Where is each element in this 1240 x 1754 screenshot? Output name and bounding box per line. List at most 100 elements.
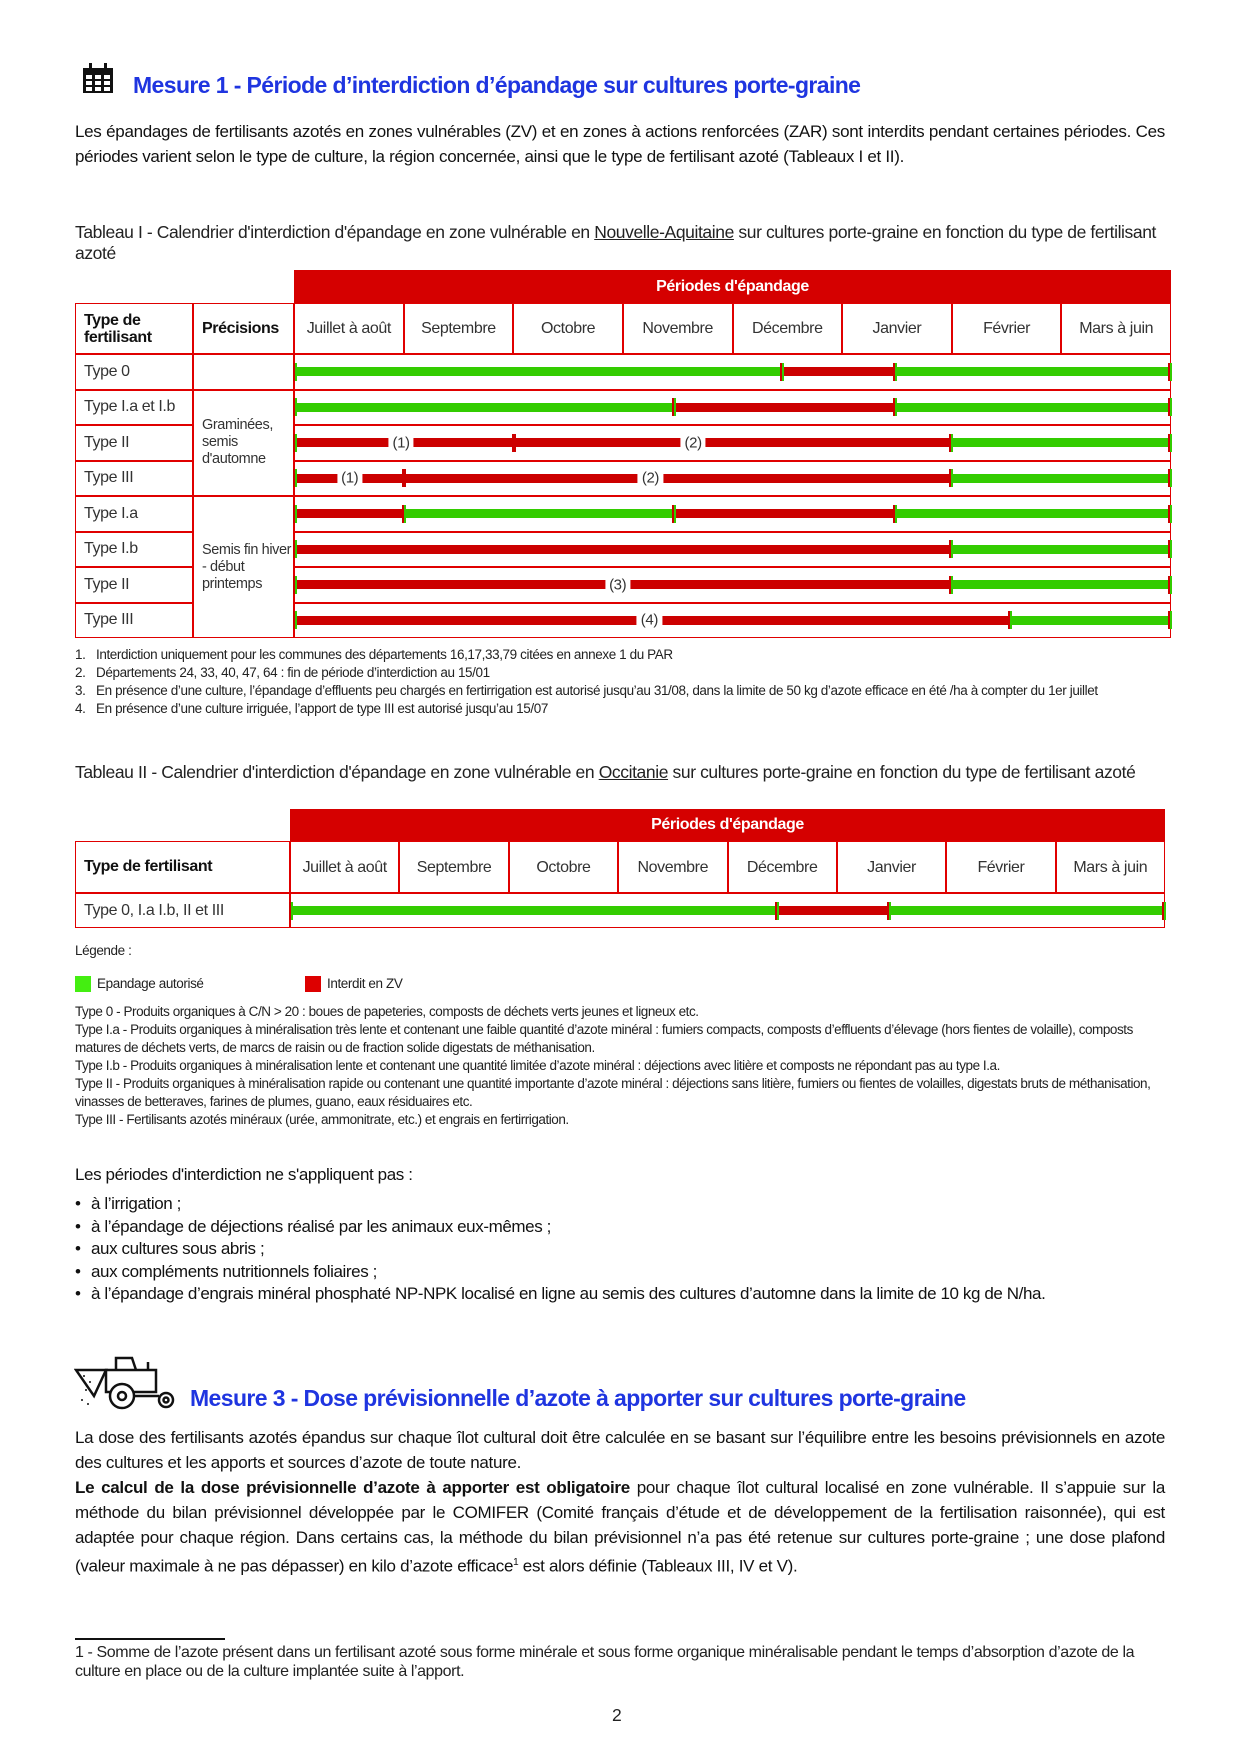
mesure3-paragraph-1: La dose des fertilisants azotés épandus … [75,1428,1165,1472]
legend-forbidden: Interdit en ZV [305,975,403,993]
segment-boundary-tick [1007,611,1012,630]
footnote-number: 4. [75,701,86,716]
authorized-segment [894,402,1170,412]
segment-boundary-tick [672,504,677,523]
segment-boundary-tick [293,469,297,488]
footnote-item: 4. En présence d’une culture irriguée, l’… [75,700,1165,718]
paragraph-text: pour chaque îlot cultural localisé en zo… [75,1478,1165,1576]
legend-label: Epandage autorisé [97,976,204,991]
month-header: Juillet à août [294,303,404,354]
month-header: Novembre [618,841,728,893]
authorized-segment [951,544,1170,554]
timeline-row [293,531,1172,567]
region-name: Nouvelle-Aquitaine [594,222,734,242]
segment-boundary-tick [949,469,954,488]
table1-calendar: Périodes d'épandage Type de fertilisant Pr… [75,270,1172,638]
segment-boundary-tick [1168,433,1172,452]
exception-item: à l’irrigation ; [75,1193,1175,1216]
segment-boundary-tick [1168,504,1172,523]
footnote-reference: (2) [680,434,706,452]
row-type-label: Type II [75,567,193,603]
row-type-label: Type I.b [75,531,193,567]
authorized-segment [1009,615,1170,625]
segment-boundary-tick [289,901,293,920]
footnote-reference: (3) [605,576,631,594]
footnote-text: Interdiction uniquement pour les commune… [96,647,673,662]
segment-boundary-tick [293,504,297,523]
row-type-label: Type III [75,602,193,638]
type-definition: Type I.a - Produits organiques à minéral… [75,1022,1133,1055]
month-header: Septembre [399,841,509,893]
footnote-number: 1. [75,647,86,662]
emphasis-text: Le calcul de la dose prévisionnelle d’az… [75,1478,630,1497]
mesure3-title: Mesure 3 - Dose prévisionnelle d’azote à… [190,1385,966,1411]
footnote-text: En présence d’une culture irriguée, l’ap… [96,701,548,716]
month-header: Février [951,303,1062,354]
legend-title: Légende : [75,943,132,958]
forbidden-segment [295,473,952,483]
mesure3-paragraph-2: Le calcul de la dose prévisionnelle d’az… [75,1475,1165,1579]
forbidden-segment [674,402,895,412]
legend-authorized: Epandage autorisé [75,975,204,993]
month-header: Juillet à août [290,841,400,893]
precision-empty [193,354,294,390]
page-footnote: 1 - Somme de l’azote présent dans un fer… [75,1644,1135,1680]
footnote-item: 2. Départements 24, 33, 40, 47, 64 : fin … [75,664,1165,682]
authorized-segment [889,906,1164,915]
timeline-row [293,354,1172,390]
mesure1-intro: Les épandages de fertilisants azotés en … [75,122,1165,166]
authorized-segment [894,509,1170,519]
segment-boundary-tick [672,398,677,417]
column-header-type: Type de fertilisant [75,303,193,354]
forbidden-segment [776,906,890,915]
authorized-segment [951,438,1170,448]
table1-caption: Tableau I - Calendrier d'interdiction d'… [75,222,1165,264]
authorized-segment [291,906,777,915]
periods-header: Périodes d'épandage [290,809,1165,841]
type-definition: Type 0 - Produits organiques à C/N > 20 … [75,1004,699,1019]
caption-text: sur cultures porte-graine en fonction du… [75,222,1157,263]
table-corner-blank [75,809,290,841]
month-header: Mars à juin [1061,303,1171,354]
precision-group: Semis fin hiver - début printemps [193,496,294,638]
segment-boundary-tick [887,901,892,920]
authorized-segment [295,367,782,377]
tractor-spreader-icon [74,1356,175,1410]
forbidden-segment [295,544,952,554]
page-number: 2 [612,1705,622,1725]
mesure1-title: Mesure 1 - Période d’interdiction d’épan… [133,72,861,98]
footnote-divider [75,1638,225,1640]
segment-boundary-tick [293,575,297,594]
month-header: Décembre [732,303,843,354]
authorized-segment [295,402,675,412]
table2-calendar: Périodes d'épandage Type de fertilisant Ju… [75,809,1166,928]
month-header: Décembre [727,841,837,893]
segment-boundary-tick [774,901,779,920]
segment-boundary-tick [293,362,297,381]
type-definition: Type I.b - Produits organiques à minéral… [75,1058,1000,1073]
segment-boundary-tick [1168,362,1172,381]
caption-text: sur cultures porte-graine en fonction du… [668,762,1136,782]
footnote-number: 2. [75,665,86,680]
legend-label: Interdit en ZV [327,976,403,991]
exceptions-list: à l’irrigation ;à l’épandage de déjectio… [75,1193,1175,1306]
segment-boundary-tick [402,504,407,523]
region-name: Occitanie [598,762,669,782]
timeline-row [289,893,1166,928]
calendar-icon [83,63,113,93]
exception-item: aux compléments nutritionnels foliaires … [75,1261,1175,1284]
footnote-text: Départements 24, 33, 40, 47, 64 : fin de… [96,665,490,680]
type-definition: Type III - Fertilisants azotés minéraux … [75,1112,569,1127]
exception-item: aux cultures sous abris ; [75,1238,1175,1261]
footnote-item: 3. En présence d’une culture, l’épandage … [75,682,1165,700]
segment-boundary-tick [1168,575,1172,594]
month-header: Septembre [403,303,514,354]
segment-boundary-tick [779,362,784,381]
month-header: Octobre [513,303,623,354]
precision-group: Graminées, semis d'automne [193,389,294,496]
paragraph-text: est alors définie (Tableaux III, IV et V… [518,1556,798,1576]
month-header: Novembre [622,303,733,354]
segment-boundary-tick [1168,398,1172,417]
caption-text: Tableau II - Calendrier d'interdiction d… [75,762,599,782]
fertilizer-type-definitions: Type 0 - Produits organiques à C/N > 20 … [75,1003,1165,1129]
